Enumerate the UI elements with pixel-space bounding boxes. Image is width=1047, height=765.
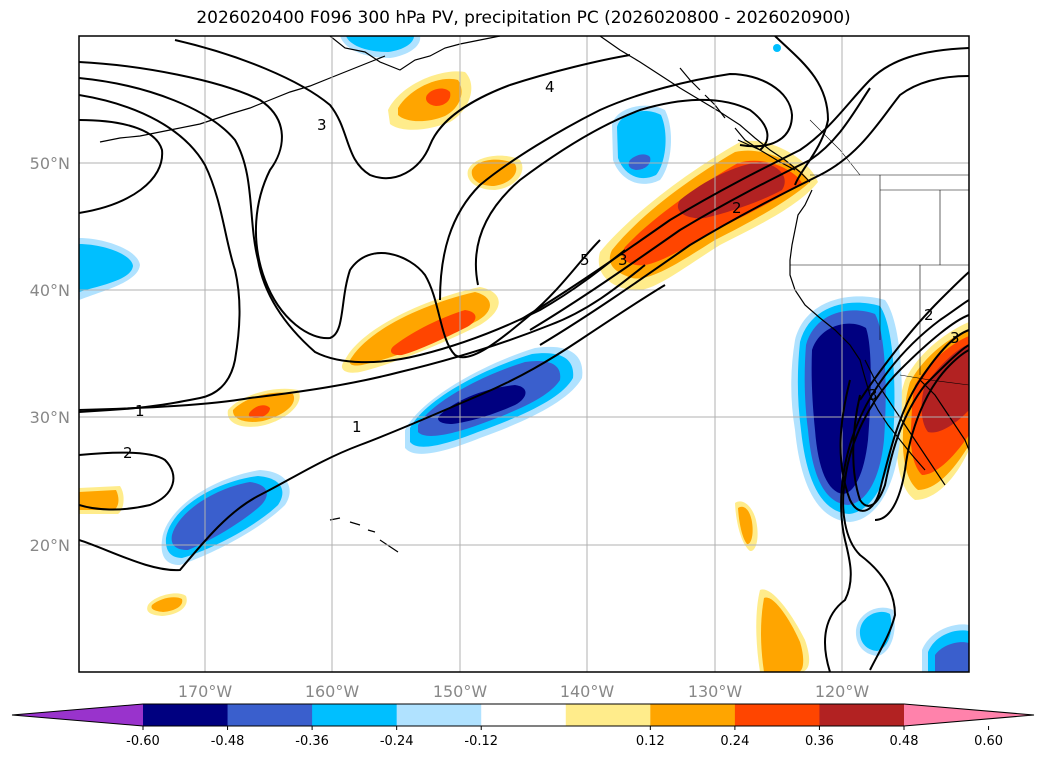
colorbar-tick-label: -0.24 [380,734,414,749]
precip-positive-blob-7-core [738,506,753,545]
pv-contour-label: 2 [924,306,934,324]
pv-contour [174,39,631,180]
pv-contour-label: 1 [135,402,145,420]
colorbar: -0.60 -0.48 -0.36 -0.24 -0.12 0.12 0.24 0.36 0.4… [11,703,1035,749]
pv-contour-label: 1 [352,418,362,436]
precip-negative-blob-4-core [617,110,666,179]
pv-contour [874,349,969,521]
pv-contour [79,61,601,359]
precip-positive-blob-4-strong [248,405,270,418]
precip-positive-blob-6-core [151,597,183,612]
colorbar-segment [396,704,482,726]
colorbar-segment [227,704,313,726]
pv-contour [774,36,830,186]
precip-negative-blob-7-core [859,611,892,651]
pv-contour [519,47,969,321]
precip-positive-blob-1-core [349,292,490,366]
pv-contour [839,329,969,512]
precip-negative-blob-6-max [811,323,871,494]
lat-label: 20°N [30,536,70,555]
pv-contour [852,344,969,507]
pv-contour-label: 5 [580,251,590,269]
pv-contour [79,451,175,511]
latitude-labels: 50°N 40°N 30°N 20°N [30,154,70,555]
colorbar-extend-low [12,704,143,726]
vancouver-island [737,139,796,171]
hawaiian-islands [329,517,399,553]
lat-label: 40°N [30,281,70,300]
precip-positive-blob-1-strong [390,310,476,356]
pv-contours [79,36,969,672]
colorbar-tick-label: -0.60 [126,734,160,749]
precip-negative-blob-3-core [79,244,133,292]
pv-contour [79,119,164,214]
lon-label: 130°W [688,682,743,701]
colorbar-segment [481,704,567,726]
pv-contour [859,271,969,401]
pv-contour-label: 4 [545,78,555,96]
pv-contour-label: 3 [950,329,960,347]
precip-negative-blob-4-strong [628,154,651,170]
lon-label: 160°W [305,682,360,701]
map-area [79,36,969,672]
precip-shading [79,36,969,672]
longitude-labels: 170°W 160°W 150°W 140°W 130°W 120°W [178,682,870,701]
pv-contour [842,314,969,671]
precip-positive-blob-9-max [921,344,969,433]
lon-label: 170°W [178,682,233,701]
lon-label: 140°W [560,682,615,701]
colorbar-extend-high [904,704,1034,726]
colorbar-tick-label: -0.48 [211,734,245,749]
map-frame [78,35,970,673]
pv-contour [474,98,769,286]
colorbar-segment [565,704,651,726]
colorbar-tick-label: 0.12 [636,734,665,749]
gridlines [79,36,969,672]
precip-negative-dot [773,44,781,52]
colorbar-tick-label: 0.36 [805,734,834,749]
colorbar-tick-label: 0.48 [890,734,919,749]
bc-alberta-border [809,119,861,176]
colorbar-tick-label: 0.60 [974,734,1003,749]
pv-contour [79,264,646,411]
precip-positive-blob-5-core [79,490,119,510]
colorbar-tick-label: -0.12 [464,734,498,749]
pv-contour [79,94,241,413]
lat-label: 50°N [30,154,70,173]
pv-contour-label: 2 [732,199,742,217]
pv-contour [439,72,794,301]
pv-contour-label: 2 [123,444,133,462]
colorbar-segment [143,704,229,726]
precip-negative-blob-5-core [346,36,414,52]
pv-contour [79,284,666,572]
colorbar-segment [734,704,820,726]
lat-label: 30°N [30,408,70,427]
alaska-coast [329,36,501,71]
pv-contour-label: 3 [618,251,628,269]
precip-positive-blob-8-core [761,597,804,672]
precip-positive-band-max [677,162,785,219]
lon-label: 150°W [433,682,488,701]
precip-positive-blob-2-strong [426,88,451,106]
us-west-coast [789,189,926,471]
pv-contour [79,77,626,364]
pv-contour [539,75,969,346]
colorbar-tick-label: 0.24 [720,734,749,749]
precip-negative-blob-2-strong [171,482,267,550]
pv-contour-label: 3 [868,386,878,404]
colorbar-segment [650,704,736,726]
contour-labels: 1 1 2 2 2 3 3 3 3 4 5 [123,78,960,462]
figure-title: 2026020400 F096 300 hPa PV, precipitatio… [196,8,851,28]
pv-contour-label: 3 [317,116,327,134]
precip-negative-blob-8-strong [935,642,969,672]
pv-contour [824,299,969,672]
pv-contour [529,87,871,331]
lon-label: 120°W [815,682,870,701]
colorbar-tick-label: -0.36 [295,734,329,749]
colorbar-segment [312,704,398,726]
colorbar-segment [819,704,905,726]
